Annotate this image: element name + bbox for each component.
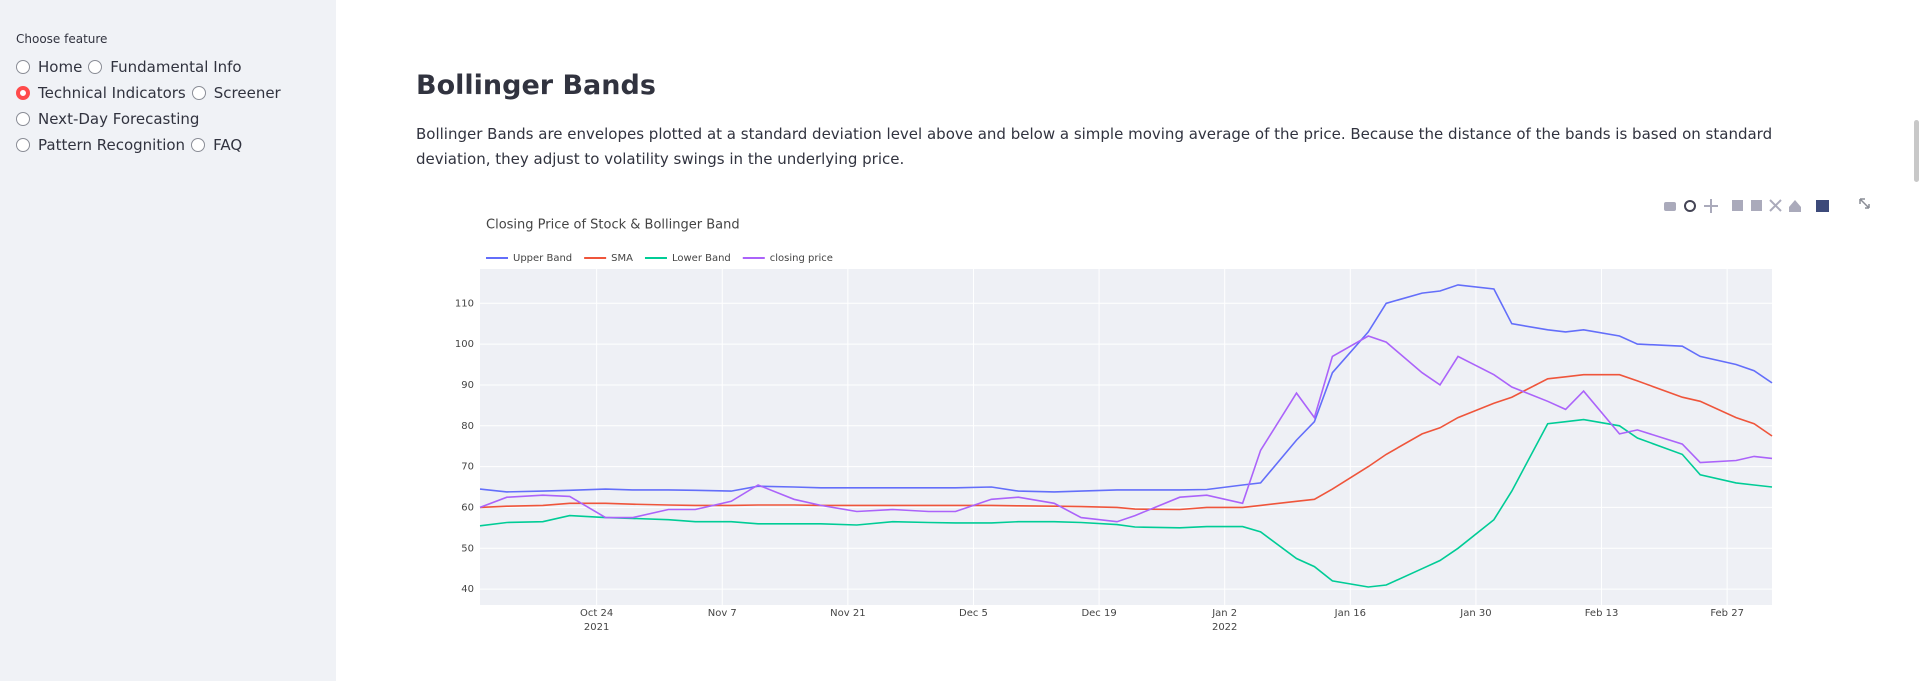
radio-button[interactable] [16,138,30,152]
y-tick-label: 110 [455,298,474,309]
radio-option[interactable]: FAQ [191,136,242,154]
camera-icon[interactable] [1664,202,1676,211]
x-tick-label: Jan 2 2022 [1211,608,1237,633]
modebar [1664,198,1870,213]
radio-label[interactable]: Screener [213,84,281,102]
legend-label: SMA [611,253,633,264]
radio-option[interactable]: Next-Day Forecasting [16,110,199,128]
description: Bollinger Bands are envelopes plotted at… [416,125,1773,168]
radio-option[interactable]: Technical Indicators [16,84,186,102]
chart-title: Closing Price of Stock & Bollinger Band [486,218,740,233]
autoscale-icon[interactable] [1769,199,1782,212]
reset-icon[interactable] [1789,200,1801,212]
radio-option[interactable]: Home [16,58,82,76]
y-tick-label: 60 [461,502,474,513]
radio-button[interactable] [16,86,30,100]
radio-group: Home Fundamental Info Technical Indicators… [16,58,288,154]
zoom-icon[interactable] [1684,200,1696,212]
x-tick-label: Nov 7 [708,608,737,619]
x-tick-label: Jan 30 [1459,608,1491,619]
x-tick-label: Oct 24 2021 [580,608,613,633]
x-tick-label: Dec 19 [1081,608,1116,619]
y-tick-label: 50 [461,543,474,554]
radio-label[interactable]: Pattern Recognition [38,136,186,154]
pan-icon[interactable] [1704,199,1718,213]
radio-label[interactable]: Home [38,58,83,76]
x-tick-label: Jan 16 [1334,608,1366,619]
zoom-in-icon[interactable] [1732,200,1743,211]
legend-label: closing price [770,253,833,264]
x-tick-label: Feb 13 [1585,608,1619,619]
radio-button[interactable] [16,112,30,126]
chart: Closing Price of Stock & Bollinger Band … [455,198,1870,633]
y-tick-label: 70 [461,462,474,473]
radio-option[interactable]: Pattern Recognition [16,136,185,154]
y-tick-label: 100 [455,339,474,350]
plot-background [480,269,1772,605]
radio-option[interactable]: Screener [191,84,281,102]
legend-label: Lower Band [672,253,731,264]
scrollbar[interactable] [1914,120,1919,182]
y-tick-label: 90 [461,380,474,391]
x-tick-label: Dec 5 [959,608,988,619]
radio-label[interactable]: FAQ [213,136,243,154]
series-line [479,284,1773,493]
series-line [479,418,1773,588]
radio-button[interactable] [191,86,206,100]
legend-label: Upper Band [513,253,572,264]
series-line [479,335,1773,523]
radio-button[interactable] [16,60,30,74]
fullscreen-icon[interactable] [1859,198,1870,209]
radio-label[interactable]: Next-Day Forecasting [38,110,200,128]
radio-button[interactable] [191,138,206,152]
x-tick-label: Feb 27 [1710,608,1744,619]
x-tick-label: Nov 21 [830,608,865,619]
zoom-out-icon[interactable] [1751,200,1762,211]
plotly-logo[interactable] [1816,200,1829,212]
sidebar-label: Choose feature [16,32,108,46]
radio-label[interactable]: Technical Indicators [38,84,186,102]
y-tick-label: 80 [461,421,474,432]
radio-label[interactable]: Fundamental Info [110,58,242,76]
radio-button[interactable] [88,60,103,74]
y-tick-label: 40 [461,584,474,595]
sidebar: Choose feature Home Fundamental Info Techn… [0,0,336,681]
radio-option[interactable]: Fundamental Info [88,58,242,76]
page-title: Bollinger Bands [416,70,656,101]
